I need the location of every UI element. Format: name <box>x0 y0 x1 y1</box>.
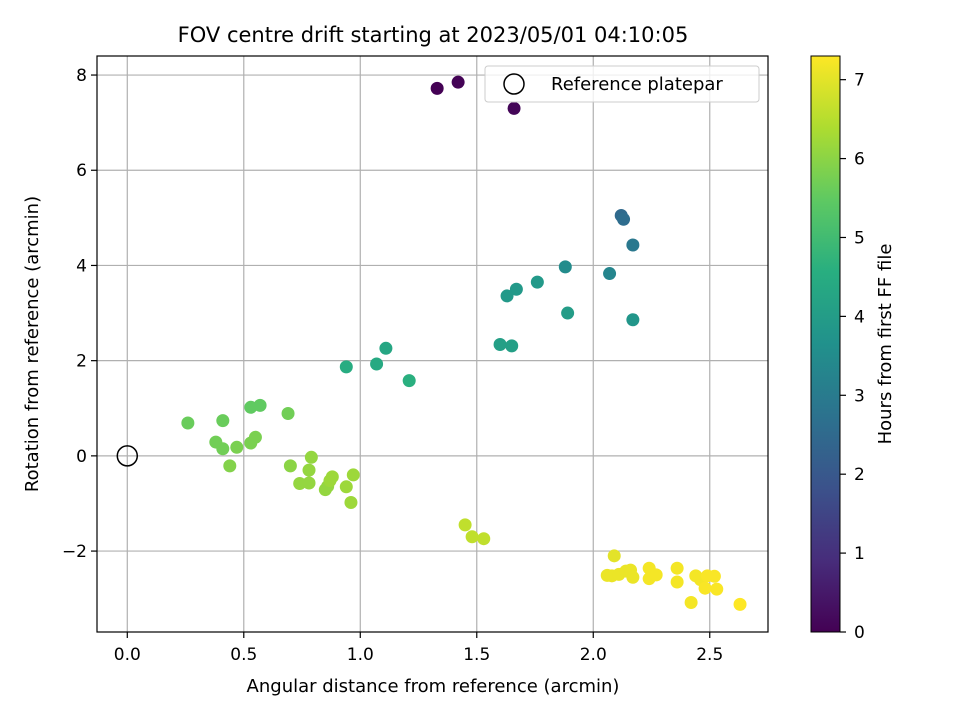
y-tick-label: 4 <box>76 256 87 276</box>
colorbar-tick-label: 3 <box>854 386 865 406</box>
grid-lines <box>97 56 768 632</box>
plot-frame <box>96 55 769 633</box>
data-point <box>304 450 318 464</box>
data-point <box>181 416 195 430</box>
colorbar-tick-label: 5 <box>854 228 865 248</box>
data-point <box>302 463 316 477</box>
data-point <box>339 480 353 494</box>
y-tick-label: 6 <box>76 161 87 181</box>
x-tick-label: 2.5 <box>696 645 723 665</box>
x-axis-label: Angular distance from reference (arcmin) <box>247 676 620 697</box>
data-point <box>283 459 297 473</box>
data-point <box>339 360 353 374</box>
y-axis-ticks: −2 0 2 4 6 8 <box>62 66 97 562</box>
x-tick-label: 1.0 <box>347 645 374 665</box>
y-tick-label: −2 <box>62 542 87 562</box>
data-point <box>505 339 519 353</box>
data-points <box>116 75 747 611</box>
colorbar-tick-label: 7 <box>854 71 865 91</box>
y-tick-label: 0 <box>76 447 87 467</box>
data-point <box>500 289 514 303</box>
data-point <box>216 442 230 456</box>
data-point <box>402 374 416 388</box>
data-point <box>649 568 663 582</box>
data-point <box>626 313 640 327</box>
data-point <box>370 357 384 371</box>
data-point <box>558 260 572 274</box>
legend-entry-reference: Reference platepar <box>551 74 723 95</box>
y-tick-label: 8 <box>76 66 87 86</box>
data-point <box>530 275 544 289</box>
legend-marker-reference <box>503 73 525 95</box>
colorbar-ticks: 0 1 2 3 4 5 6 7 <box>840 71 865 643</box>
data-point <box>451 75 465 89</box>
data-point <box>458 518 472 532</box>
y-axis-label: Rotation from reference (arcmin) <box>22 196 43 492</box>
data-point <box>493 337 507 351</box>
data-point <box>707 569 721 583</box>
data-point <box>223 459 237 473</box>
x-tick-label: 1.5 <box>463 645 490 665</box>
data-point <box>430 81 444 95</box>
colorbar-label: Hours from first FF file <box>875 244 896 445</box>
data-point <box>607 549 621 563</box>
data-point <box>344 496 358 510</box>
data-point <box>281 407 295 421</box>
data-point <box>710 582 724 596</box>
data-point <box>509 282 523 296</box>
x-axis-ticks: 0.0 0.5 1.0 1.5 2.0 2.5 <box>114 632 723 665</box>
data-point <box>670 561 684 575</box>
x-tick-label: 0.0 <box>114 645 141 665</box>
colorbar-tick-label: 1 <box>854 544 865 564</box>
reference-platepar-marker <box>116 445 139 467</box>
data-point <box>507 101 521 115</box>
data-point <box>325 470 339 484</box>
data-point <box>346 468 360 482</box>
colorbar-tick-label: 6 <box>854 150 865 170</box>
data-point <box>379 341 393 355</box>
colorbar-tick-label: 0 <box>854 623 865 643</box>
data-point <box>684 595 698 609</box>
data-point <box>477 532 491 546</box>
data-point <box>626 570 640 584</box>
data-point <box>617 212 631 226</box>
data-point <box>293 476 307 490</box>
x-tick-label: 0.5 <box>230 645 257 665</box>
data-point <box>230 440 244 454</box>
data-point <box>248 430 262 444</box>
legend: Reference platepar <box>484 65 760 103</box>
data-point <box>561 306 575 320</box>
data-point <box>698 581 712 595</box>
data-point <box>216 414 230 428</box>
data-point <box>626 238 640 252</box>
y-tick-label: 2 <box>76 352 87 372</box>
x-tick-label: 2.0 <box>580 645 607 665</box>
data-point <box>465 530 479 544</box>
data-point <box>302 476 316 490</box>
data-point <box>603 267 617 281</box>
colorbar <box>810 55 841 633</box>
colorbar-tick-label: 2 <box>854 465 865 485</box>
data-point <box>670 575 684 589</box>
data-point <box>733 597 747 611</box>
data-point <box>253 398 267 412</box>
colorbar-tick-label: 4 <box>854 307 865 327</box>
chart-title: FOV centre drift starting at 2023/05/01 … <box>178 23 689 47</box>
legend-box <box>484 65 760 103</box>
